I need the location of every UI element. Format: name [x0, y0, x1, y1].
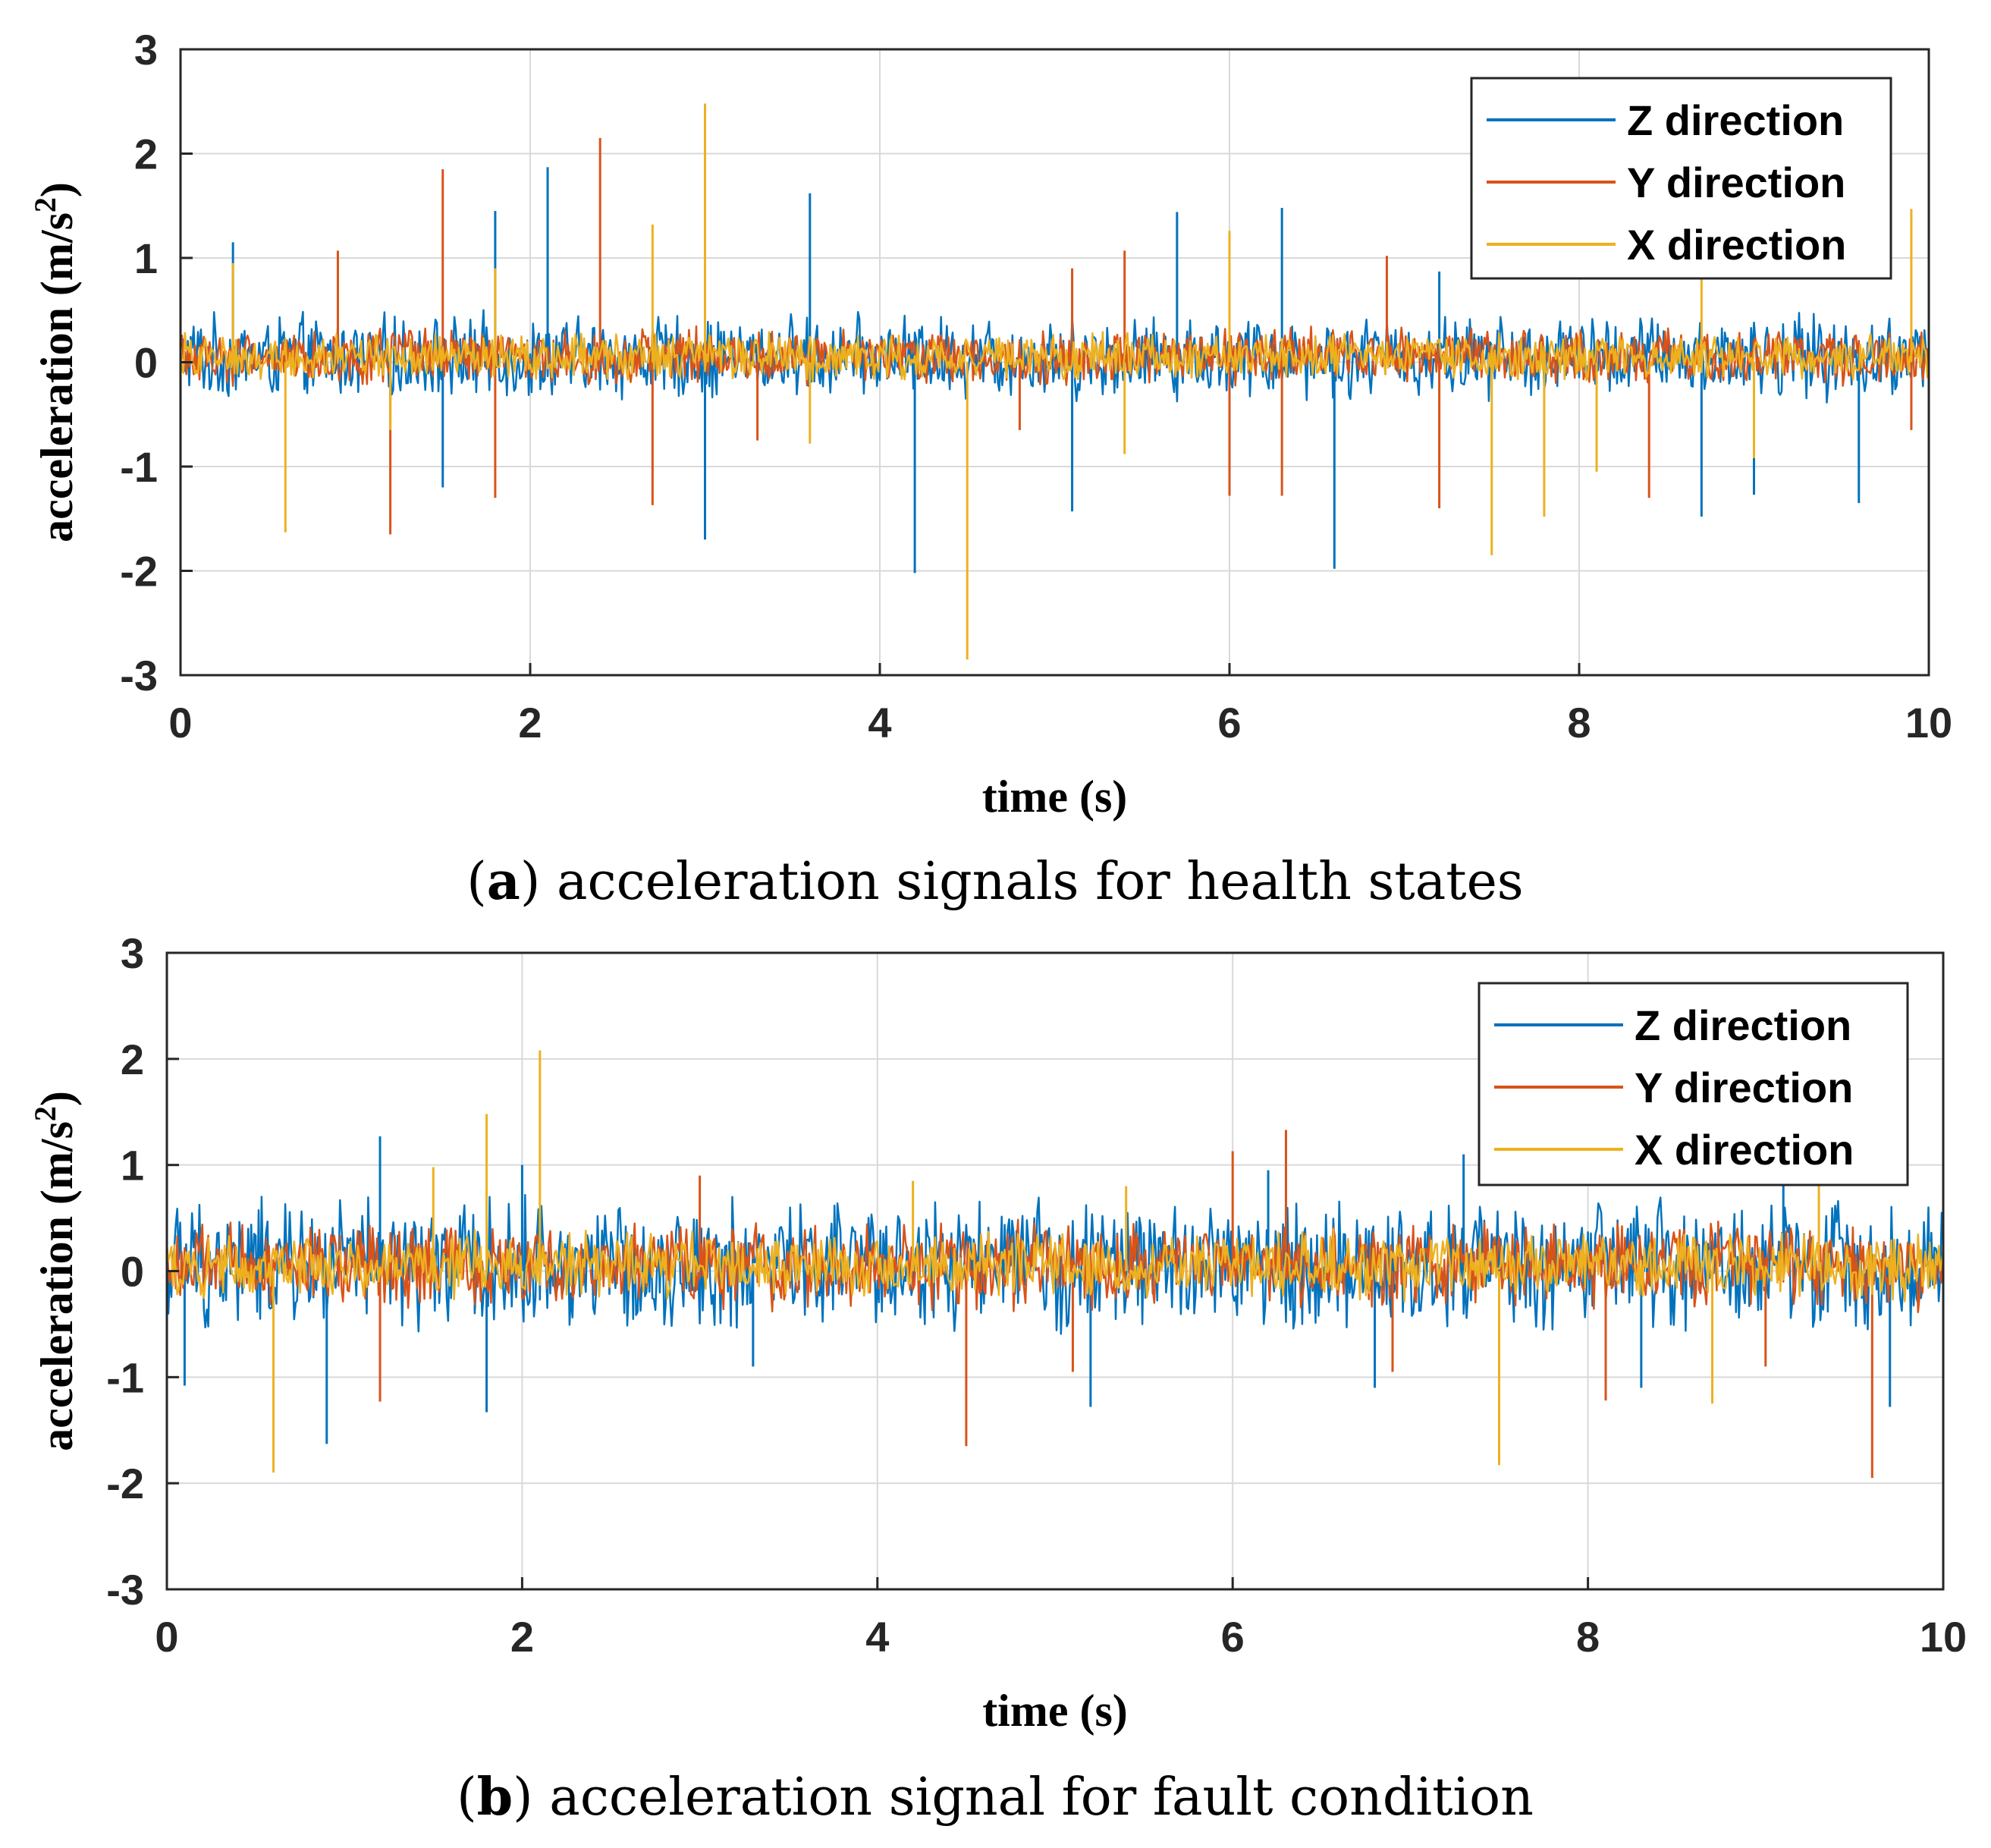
panel-b-y-tick-label--3: -3: [106, 1566, 144, 1614]
panel-a-x-tick-label-2: 2: [518, 699, 542, 746]
panel-a-x-tick-label-6: 6: [1217, 699, 1241, 746]
panel-a-ticks: 0 2 4 6 8 10 -3 -2 -1 0 1 2 3: [120, 26, 1952, 746]
panel-a-chart: 0 2 4 6 8 10 -3 -2 -1 0 1 2 3 time (s) acceleration …: [28, 26, 1952, 912]
panel-a-y-tick-label-0: 0: [134, 339, 158, 387]
panel-b-legend: Z direction Y direction X direction: [1478, 982, 1909, 1186]
panel-a-y-axis-label: acceleration (m/s2): [28, 182, 82, 542]
panel-b-x-tick-label-4: 4: [865, 1613, 889, 1661]
panel-b-legend-label-z: Z direction: [1635, 1001, 1851, 1049]
panel-a-caption-letter: a: [487, 851, 520, 912]
panel-a-x-tick-label-10: 10: [1905, 699, 1952, 746]
panel-a-y-tick-label-2: 2: [134, 130, 158, 178]
panel-a-y-axis-label-sup: 2: [28, 197, 62, 212]
panel-a-series-x-signal: [179, 331, 1930, 382]
panel-b-y-tick-label-0: 0: [121, 1248, 144, 1296]
panel-b-y-tick-label-1: 1: [121, 1142, 144, 1190]
panel-a-y-tick-label--2: -2: [120, 548, 158, 596]
panel-a-x-tick-label-8: 8: [1567, 699, 1591, 746]
panel-b-y-axis-label: acceleration (m/s2): [28, 1091, 82, 1451]
panel-a-y-axis-label-main: acceleration (m/s: [32, 212, 82, 542]
panel-a-x-tick-label-0: 0: [168, 699, 192, 746]
panel-b-x-tick-label-2: 2: [510, 1613, 534, 1661]
panel-a-legend-label-z: Z direction: [1627, 96, 1844, 144]
panel-b-caption-letter: b: [477, 1767, 513, 1828]
panel-b-y-axis-label-sup: 2: [28, 1106, 62, 1121]
panel-a-series: [179, 103, 1930, 660]
panel-b-series: [165, 1050, 1945, 1479]
panel-b-ticks: 0 2 4 6 8 10 -3 -2 -1 0 1 2 3: [106, 929, 1967, 1661]
panel-b-legend-label-y: Y direction: [1635, 1064, 1853, 1111]
panel-a-x-axis-label: time (s): [982, 772, 1128, 822]
panel-a-caption: (a) acceleration signals for health stat…: [466, 851, 1523, 912]
panel-b-y-axis-label-main: acceleration (m/s: [32, 1121, 82, 1451]
panel-a-legend-label-y: Y direction: [1627, 159, 1845, 206]
panel-b-x-tick-label-6: 6: [1221, 1613, 1245, 1661]
panel-b-caption: (b) acceleration signal for fault condit…: [457, 1767, 1534, 1828]
panel-b-y-tick-label-3: 3: [121, 929, 144, 977]
panel-b-y-tick-label--2: -2: [106, 1460, 144, 1507]
panel-b-x-tick-label-0: 0: [155, 1613, 178, 1661]
panel-a-caption-text: acceleration signals for health states: [540, 852, 1523, 912]
panel-a-y-axis-label-close: ): [32, 182, 82, 197]
panel-b-y-axis-label-close: ): [32, 1091, 82, 1106]
panel-b-x-tick-label-8: 8: [1576, 1613, 1600, 1661]
panel-a-legend: Z direction Y direction X direction: [1470, 77, 1892, 280]
panel-a-y-tick-label-1: 1: [134, 234, 158, 282]
panel-b-y-tick-label-2: 2: [121, 1036, 144, 1083]
panel-b-legend-box: [1478, 982, 1909, 1186]
panel-b-legend-label-x: X direction: [1635, 1126, 1854, 1174]
panel-b-caption-text: acceleration signal for fault condition: [533, 1768, 1534, 1828]
panel-a-x-tick-label-4: 4: [868, 699, 891, 746]
panel-b-x-tick-label-10: 10: [1920, 1613, 1967, 1661]
panel-b-x-axis-label: time (s): [982, 1686, 1128, 1736]
panel-a-legend-label-x: X direction: [1627, 221, 1846, 269]
panel-a-y-tick-label-3: 3: [134, 26, 158, 74]
panel-a-y-tick-label--3: -3: [120, 652, 158, 699]
panel-b-series-x-signal: [165, 1228, 1945, 1303]
panel-a-y-tick-label--1: -1: [120, 443, 158, 491]
panel-b-y-tick-label--1: -1: [106, 1353, 144, 1401]
panel-b-chart: 0 2 4 6 8 10 -3 -2 -1 0 1 2 3 time (s) acceleration …: [28, 929, 1967, 1828]
